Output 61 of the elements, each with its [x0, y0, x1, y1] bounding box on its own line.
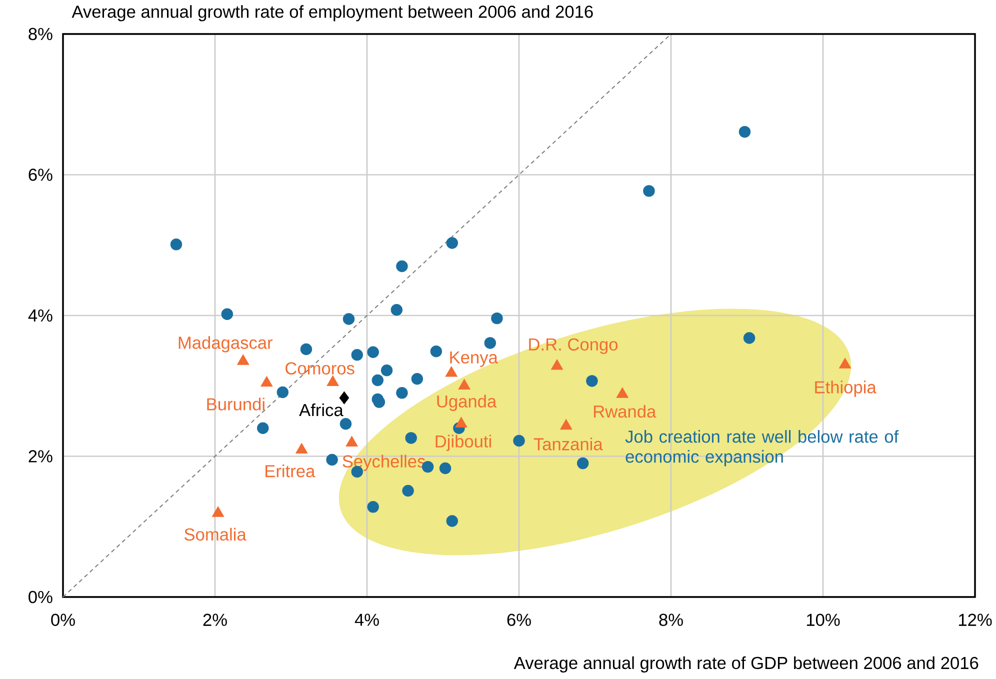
point	[560, 419, 572, 430]
point	[743, 332, 756, 344]
annotation: Tanzania	[534, 438, 603, 450]
point	[372, 374, 384, 386]
y-tick-label: 2%	[28, 450, 52, 462]
point	[221, 308, 234, 320]
point	[351, 349, 363, 361]
point	[402, 484, 414, 497]
annotation: Job creation rate well below rate of economic expansion	[625, 430, 899, 466]
x-tick-label: 2%	[203, 614, 227, 626]
point	[643, 185, 655, 197]
point	[340, 418, 352, 430]
annotation: Africa	[299, 403, 344, 416]
y-tick-label: 0%	[28, 590, 52, 604]
x-tick-label: 0%	[51, 614, 75, 626]
point	[260, 376, 273, 387]
y-tick-label: 6%	[28, 168, 52, 181]
x-tick-label: 8%	[659, 614, 683, 626]
point	[439, 462, 452, 474]
point	[738, 126, 751, 138]
x-axis-title: Average annual growth rate of GDP between 2006 and 2016	[514, 656, 978, 673]
annotation: Eritrea	[266, 464, 316, 478]
point	[446, 237, 458, 249]
point	[342, 313, 355, 325]
point	[576, 457, 589, 470]
point	[396, 387, 408, 399]
point	[411, 372, 424, 385]
annotation: Madagascar	[178, 336, 273, 352]
point	[430, 346, 442, 358]
point	[396, 260, 408, 272]
point	[326, 454, 338, 466]
x-tick-label: 10%	[806, 614, 840, 626]
point	[390, 304, 403, 316]
point	[373, 396, 386, 408]
point	[367, 501, 379, 513]
point	[339, 391, 350, 404]
point	[170, 238, 182, 250]
annotation: Uganda	[437, 394, 497, 411]
point	[491, 312, 503, 324]
x-tick-label: 12%	[958, 614, 992, 626]
point	[257, 422, 269, 434]
x-tick-label: 6%	[507, 614, 531, 626]
annotation: Comoros	[286, 362, 354, 374]
point	[405, 432, 417, 444]
y-tick-label: 4%	[28, 309, 52, 322]
chart-title: Average annual growth rate of employment between 2006 and 2016	[72, 5, 593, 22]
point	[380, 364, 393, 376]
annotation: Rwanda	[594, 404, 656, 418]
annotation: Djibouti	[436, 434, 491, 451]
x-tick-label: 4%	[354, 614, 379, 626]
annotation: Burundi	[207, 398, 264, 410]
point	[446, 515, 458, 527]
y-tick-label: 8%	[28, 28, 52, 40]
point	[276, 386, 289, 398]
point	[300, 343, 312, 356]
point	[484, 337, 496, 349]
point	[367, 346, 379, 358]
annotation: Kenya	[450, 351, 498, 367]
annotation: Somalia	[184, 528, 246, 541]
point	[513, 434, 525, 447]
point	[586, 375, 598, 387]
